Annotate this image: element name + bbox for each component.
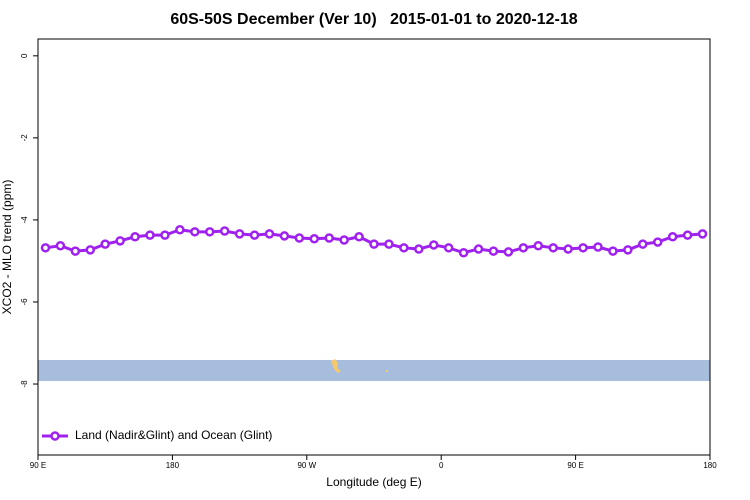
y-tick-label: -6 (20, 298, 29, 306)
point (85, 245, 96, 255)
point (190, 227, 200, 237)
x-tick-label: 90 E (567, 461, 583, 470)
point (682, 230, 693, 240)
point (234, 229, 245, 239)
point (578, 243, 588, 253)
x-tick-label: 180 (703, 461, 717, 470)
y-tick-label: 0 (20, 53, 29, 58)
point (354, 231, 364, 242)
point (369, 239, 379, 249)
y-axis-label: XCO2 - MLO trend (ppm) (0, 180, 14, 315)
y-tick-label: -8 (20, 380, 29, 388)
point (443, 243, 454, 253)
point (130, 231, 140, 242)
point (518, 243, 529, 253)
point (652, 237, 663, 247)
point (414, 244, 424, 254)
point (339, 235, 349, 245)
map-strip (38, 360, 710, 381)
point (638, 239, 648, 249)
point (309, 234, 320, 244)
x-tick-label: 180 (166, 461, 180, 470)
point (55, 241, 66, 251)
x-axis-label: Longitude (deg E) (326, 475, 421, 489)
point (533, 241, 544, 251)
point (249, 230, 260, 240)
land-specks (331, 359, 388, 373)
point (219, 226, 230, 236)
point (145, 230, 155, 240)
point (175, 225, 185, 235)
point (294, 233, 305, 243)
point (667, 231, 678, 242)
point (264, 229, 275, 239)
point (204, 227, 215, 237)
point (473, 244, 484, 254)
point (279, 231, 290, 241)
point (428, 240, 439, 250)
y-tick-label: -4 (20, 216, 29, 224)
point (115, 236, 125, 246)
point (458, 247, 469, 258)
y-tick-label: -2 (20, 134, 29, 142)
point (160, 230, 170, 240)
point (488, 246, 499, 256)
x-tick-label: 0 (439, 461, 444, 470)
point (623, 245, 633, 255)
point (503, 247, 514, 257)
point (608, 246, 618, 256)
point (40, 243, 51, 253)
legend-label: Land (Nadir&Glint) and Ocean (Glint) (75, 428, 272, 442)
x-tick-label: 90 E (30, 461, 46, 470)
plot-frame (37, 38, 711, 456)
legend-marker (50, 431, 60, 441)
point (100, 239, 110, 249)
point (548, 243, 558, 253)
point (697, 229, 708, 239)
point (399, 243, 409, 253)
chart-title: 60S-50S December (Ver 10) 2015-01-01 to … (170, 11, 577, 28)
point (384, 239, 394, 249)
point (563, 244, 573, 254)
point (70, 246, 81, 256)
point (324, 233, 334, 243)
point (593, 242, 603, 252)
x-tick-label: 90 W (297, 461, 316, 470)
